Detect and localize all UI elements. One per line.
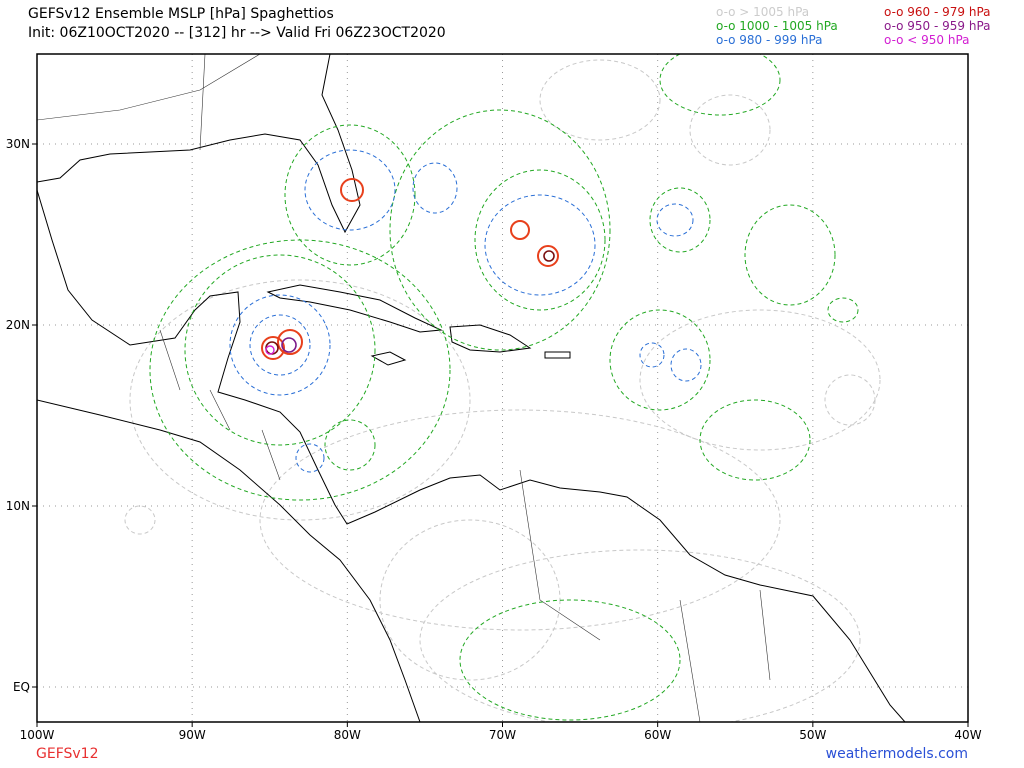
legend-entry: o-o 980 - 999 hPa bbox=[716, 33, 823, 47]
footer-model: GEFSv12 bbox=[36, 746, 99, 762]
footer-site: weathermodels.com bbox=[826, 746, 968, 762]
legend-entry: o-o < 950 hPa bbox=[884, 33, 970, 47]
coastlines bbox=[37, 54, 906, 722]
contours-deep bbox=[261, 178, 559, 360]
legend-entry: o-o 950 - 959 hPa bbox=[884, 19, 991, 33]
y-tick-label: 30N bbox=[6, 137, 30, 151]
legend-entry: o-o 960 - 979 hPa bbox=[884, 5, 991, 19]
axes: 100W 90W 80W 70W 60W 50W 40W 30N 20N 10N EQ bbox=[6, 137, 982, 742]
x-tick-label: 70W bbox=[489, 728, 516, 742]
x-tick-label: 50W bbox=[799, 728, 826, 742]
x-tick-label: 90W bbox=[179, 728, 206, 742]
legend-entry: o-o 1000 - 1005 hPa bbox=[716, 19, 838, 33]
contours-gray bbox=[124, 59, 881, 722]
contours-green bbox=[149, 54, 859, 721]
x-tick-label: 80W bbox=[334, 728, 361, 742]
subtitle: Init: 06Z10OCT2020 -- [312] hr --> Valid… bbox=[28, 25, 446, 41]
contours-blue bbox=[229, 149, 702, 473]
map-area bbox=[37, 54, 968, 722]
x-tick-label: 60W bbox=[644, 728, 671, 742]
y-tick-label: 20N bbox=[6, 318, 30, 332]
map-background bbox=[37, 54, 968, 722]
title: GEFSv12 Ensemble MSLP [hPa] Spaghettios bbox=[28, 6, 334, 22]
legend-entry: o-o > 1005 hPa bbox=[716, 5, 809, 19]
x-tick-label: 100W bbox=[20, 728, 55, 742]
y-tick-label: 10N bbox=[6, 499, 30, 513]
x-tick-label: 40W bbox=[954, 728, 981, 742]
y-tick-label: EQ bbox=[13, 680, 30, 694]
